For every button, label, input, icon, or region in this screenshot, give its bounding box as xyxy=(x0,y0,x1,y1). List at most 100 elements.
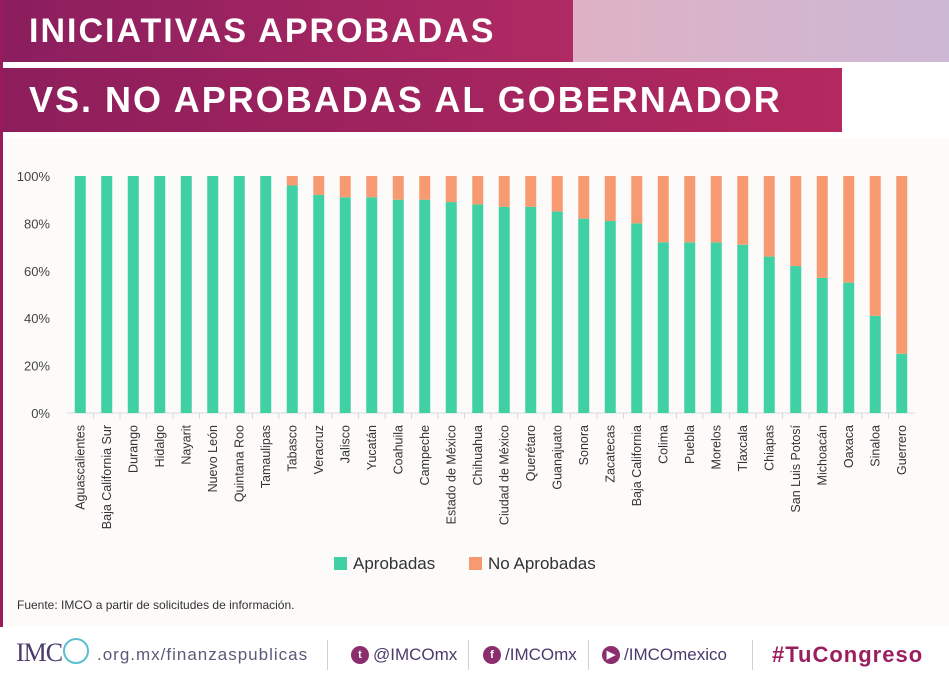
x-tick-label: Jalisco xyxy=(338,425,352,463)
bar-aprobadas xyxy=(366,197,378,413)
twitter-icon: t xyxy=(351,646,369,664)
bar-aprobadas xyxy=(180,176,192,413)
footer-separator xyxy=(327,640,328,670)
bar-no-aprobadas xyxy=(366,176,378,198)
x-tick-label: Durango xyxy=(126,425,140,473)
bar-no-aprobadas xyxy=(419,176,431,200)
bar-aprobadas xyxy=(737,244,749,413)
x-tick-label: Chiapas xyxy=(762,425,776,471)
x-tick-label: Coahuila xyxy=(391,425,405,474)
bar-aprobadas xyxy=(684,242,696,413)
bar-aprobadas xyxy=(339,197,351,413)
x-tick-label: Chihuahua xyxy=(471,425,485,486)
title-line-1: INICIATIVAS APROBADAS xyxy=(3,0,573,62)
bar-no-aprobadas xyxy=(843,176,855,283)
bar-no-aprobadas xyxy=(710,176,722,243)
footer-url[interactable]: .org.mx/finanzaspublicas xyxy=(97,645,309,664)
bar-aprobadas xyxy=(657,242,669,413)
bar-aprobadas xyxy=(763,256,775,413)
bar-no-aprobadas xyxy=(339,176,351,198)
legend-label-aprobadas: Aprobadas xyxy=(353,554,435,573)
bar-no-aprobadas xyxy=(498,176,510,207)
footer-separator xyxy=(468,640,469,670)
facebook-icon: f xyxy=(483,646,501,664)
bar-no-aprobadas xyxy=(604,176,616,222)
bar-no-aprobadas xyxy=(790,176,802,267)
legend-label-no-aprobadas: No Aprobadas xyxy=(488,554,596,573)
bar-aprobadas xyxy=(154,176,166,413)
bar-aprobadas xyxy=(578,218,590,413)
bar-aprobadas xyxy=(207,176,219,413)
x-tick-label: Estado de México xyxy=(444,425,458,524)
bar-aprobadas xyxy=(127,176,139,413)
x-tick-label: Hidalgo xyxy=(153,425,167,467)
bar-no-aprobadas xyxy=(313,176,325,195)
x-tick-label: Morelos xyxy=(709,425,723,469)
x-tick-label: Campeche xyxy=(418,425,432,485)
x-tick-label: Yucatán xyxy=(365,425,379,470)
x-tick-label: Veracruz xyxy=(312,425,326,474)
x-tick-label: Sinaloa xyxy=(868,425,882,467)
bar-no-aprobadas xyxy=(737,176,749,245)
x-tick-label: Quintana Roo xyxy=(232,425,246,502)
youtube-link[interactable]: ▶ /IMCOmexico xyxy=(602,645,727,665)
x-tick-label: Nayarit xyxy=(179,424,193,464)
bar-aprobadas xyxy=(896,353,908,413)
y-tick-label: 40% xyxy=(24,311,50,326)
x-tick-label: Guanajuato xyxy=(550,425,564,490)
chart-area: 0% 20% 40% 60% 80% 100% Aguascalientes Baja Cal… xyxy=(3,138,949,626)
x-tick-label: Guerrero xyxy=(895,425,909,475)
bar-aprobadas xyxy=(419,199,431,413)
bar-aprobadas xyxy=(869,315,881,413)
x-tick-label: Aguascalientes xyxy=(73,425,87,510)
y-tick-label: 0% xyxy=(31,406,50,421)
legend-swatch-aprobadas xyxy=(334,557,347,570)
bar-aprobadas xyxy=(710,242,722,413)
bar-aprobadas xyxy=(286,185,298,413)
x-tick-label: Baja California Sur xyxy=(100,425,114,529)
footer xyxy=(0,627,949,681)
y-tick-label: 60% xyxy=(24,264,50,279)
bar-aprobadas xyxy=(631,223,643,413)
x-tick-label: Querétaro xyxy=(524,425,538,481)
footer-separator xyxy=(752,640,753,670)
bar-no-aprobadas xyxy=(472,176,484,205)
bar-aprobadas xyxy=(445,202,457,413)
x-tick-label: Tamaulipas xyxy=(259,425,273,488)
bar-no-aprobadas xyxy=(896,176,908,354)
y-tick-label: 80% xyxy=(24,216,50,231)
facebook-link[interactable]: f /IMCOmx xyxy=(483,645,577,665)
bar-no-aprobadas xyxy=(578,176,590,219)
bar-aprobadas xyxy=(525,206,537,413)
bar-no-aprobadas xyxy=(525,176,537,207)
bar-aprobadas xyxy=(392,199,404,413)
left-accent-rule xyxy=(0,0,3,681)
bar-aprobadas xyxy=(604,221,616,413)
bar-aprobadas xyxy=(816,277,828,413)
x-tick-label: Tabasco xyxy=(285,425,299,472)
x-tick-label: San Luis Potosí xyxy=(789,424,803,512)
bar-aprobadas xyxy=(74,176,86,413)
twitter-link[interactable]: t @IMCOmx xyxy=(351,645,457,665)
bar-no-aprobadas xyxy=(551,176,563,212)
x-tick-label: Nuevo León xyxy=(206,425,220,492)
bar-aprobadas xyxy=(313,194,325,413)
bar-no-aprobadas xyxy=(763,176,775,257)
y-tick-label: 100% xyxy=(17,169,51,184)
x-tick-label: Colima xyxy=(656,425,670,464)
bar-no-aprobadas xyxy=(631,176,643,224)
bar-no-aprobadas xyxy=(684,176,696,243)
x-tick-label: Michoacán xyxy=(815,425,829,485)
x-tick-label: Puebla xyxy=(683,425,697,464)
hashtag[interactable]: #TuCongreso xyxy=(772,642,924,667)
youtube-icon: ▶ xyxy=(602,646,620,664)
x-tick-label: Oaxaca xyxy=(842,425,856,468)
footer-separator xyxy=(588,640,589,670)
bar-aprobadas xyxy=(260,176,272,413)
x-tick-label: Sonora xyxy=(577,425,591,465)
bar-no-aprobadas xyxy=(869,176,881,316)
bar-aprobadas xyxy=(790,266,802,413)
bar-aprobadas xyxy=(233,176,245,413)
header-band xyxy=(573,0,949,62)
bar-no-aprobadas xyxy=(286,176,298,186)
